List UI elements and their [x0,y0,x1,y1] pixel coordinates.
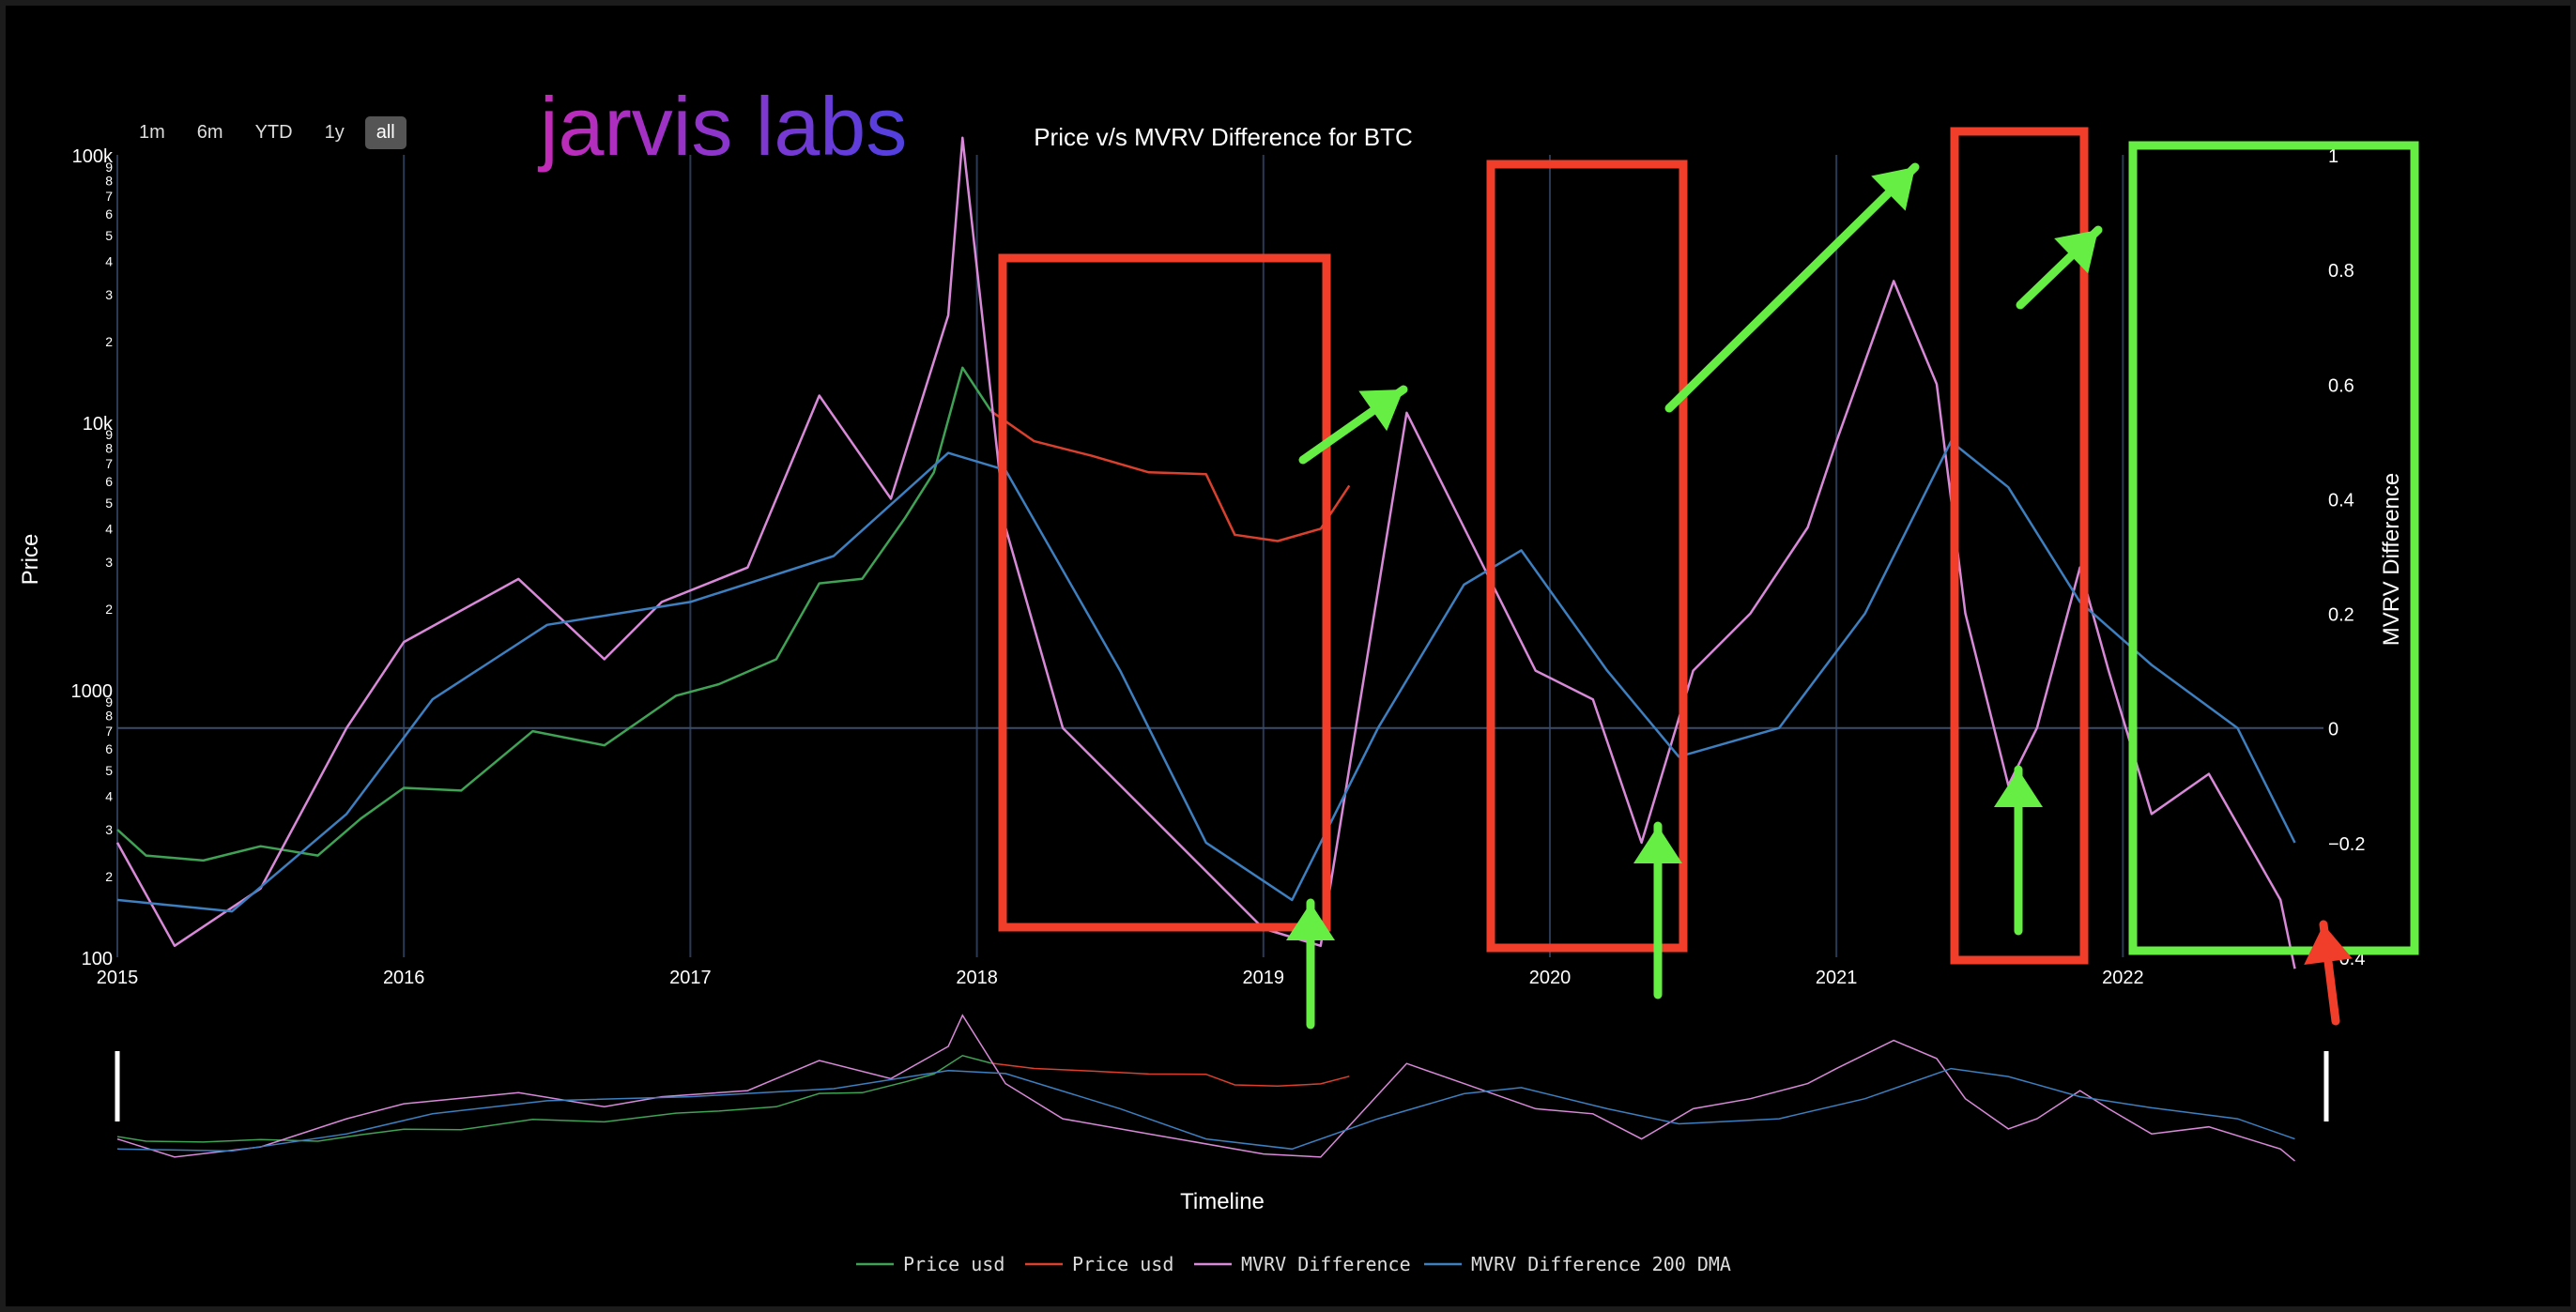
range-button-1m[interactable]: 1m [139,122,165,143]
series-line-2 [115,136,2296,969]
y-minor-tick-label: 6 [105,741,113,756]
y-minor-tick-label: 4 [105,253,113,268]
y-minor-tick-label: 6 [105,474,113,489]
legend-label: MVRV Difference 200 DMA [1471,1253,1731,1275]
slider-series-1 [990,1062,1350,1087]
logo-wordmark: jarvis labs [537,80,907,173]
y-minor-tick-label: 3 [105,555,113,570]
x-tick-label: 2022 [2102,968,2144,988]
y-minor-tick-label: 2 [105,869,113,884]
x-tick-label: 2015 [97,968,139,988]
y-minor-tick-label: 2 [105,602,113,617]
y-minor-tick-label: 7 [105,456,113,471]
annotation-arrowhead [1871,167,1915,211]
annotation-arrowhead [2054,230,2098,274]
y-minor-tick-label: 4 [105,521,113,536]
legend: Price usd Price usd MVRV Difference MVRV Di… [856,1253,1731,1275]
x-tick-label: 2016 [383,968,425,988]
y2-tick-label: 0.6 [2328,375,2354,396]
y-minor-tick-label: 7 [105,189,113,204]
series-line-1 [990,410,1351,542]
y2-axis-label: MVRV Difference [2379,473,2404,647]
y2-tick-label: −0.2 [2328,834,2365,855]
chart-title: Price v/s MVRV Difference for BTC [1034,123,1413,151]
y2-tick-label: 0 [2328,720,2338,740]
y-minor-tick-label: 3 [105,822,113,837]
y-tick-label: 1000 [71,681,114,702]
annotation-box [2128,141,2419,955]
series-lines [115,136,2296,969]
range-button-ytd[interactable]: YTD [254,122,293,143]
series-line-3 [116,440,2296,913]
x-tick-label: 2020 [1529,968,1572,988]
legend-label: MVRV Difference [1241,1253,1411,1275]
y-minor-tick-label: 6 [105,206,113,221]
annotation-arrowhead [1286,903,1335,940]
annotation-box [1950,127,2089,965]
y-minor-tick-label: 7 [105,724,113,739]
y-minor-tick-label: 9 [105,427,113,442]
y2-tick-label: 0.4 [2328,490,2354,511]
annotation-arrowhead [2304,924,2353,965]
x-tick-label: 2019 [1243,968,1285,988]
y-minor-tick-label: 8 [105,709,113,724]
y-minor-tick-label: 8 [105,441,113,456]
annotation-arrow [1664,162,1920,413]
range-slider[interactable] [115,1014,2329,1162]
y-minor-tick-label: 5 [105,763,113,778]
axis-ticks: 2015 2016 2017 2018 2019 2020 2021 202210023456… [71,146,2366,988]
y-minor-tick-label: 9 [105,694,113,709]
y-minor-tick-label: 9 [105,160,113,175]
annotation-layer [998,127,2419,1030]
y-minor-tick-label: 4 [105,788,113,803]
annotation-box [1486,160,1688,953]
slider-series-2 [116,1014,2295,1162]
y-tick-label: 100k [72,146,114,167]
y2-tick-label: 0.8 [2328,261,2354,282]
slider-series-3 [116,1067,2295,1152]
y2-tick-label: 0.2 [2328,605,2354,626]
grid-lines [116,155,2323,957]
range-selector: 1m 6m YTD 1y all [128,116,406,149]
range-button-1y[interactable]: 1y [324,122,345,143]
y-minor-tick-label: 2 [105,334,113,349]
annotation-box [998,253,1331,932]
legend-label: Price usd [1072,1253,1173,1275]
y-tick-label: 100 [82,949,113,969]
slider-label: Timeline [1180,1189,1265,1214]
series-line-0 [116,366,992,862]
annotation-arrowhead [1633,826,1682,863]
range-button-all[interactable]: all [364,116,406,149]
legend-label: Price usd [903,1253,1004,1275]
y-minor-tick-label: 5 [105,496,113,511]
range-button-6m[interactable]: 6m [196,122,223,143]
annotation-arrowhead [1358,389,1403,432]
y2-tick-label: 1 [2328,146,2338,167]
y-tick-label: 10k [83,414,114,435]
y-minor-tick-label: 8 [105,174,113,189]
x-tick-label: 2018 [956,968,998,988]
x-tick-label: 2017 [669,968,712,988]
x-tick-label: 2021 [1816,968,1858,988]
annotation-arrowhead [1994,770,2043,807]
y-minor-tick-label: 3 [105,287,113,302]
slider-series-0 [116,1054,991,1143]
y-minor-tick-label: 5 [105,228,113,243]
y-axis-label: Price [18,534,43,586]
